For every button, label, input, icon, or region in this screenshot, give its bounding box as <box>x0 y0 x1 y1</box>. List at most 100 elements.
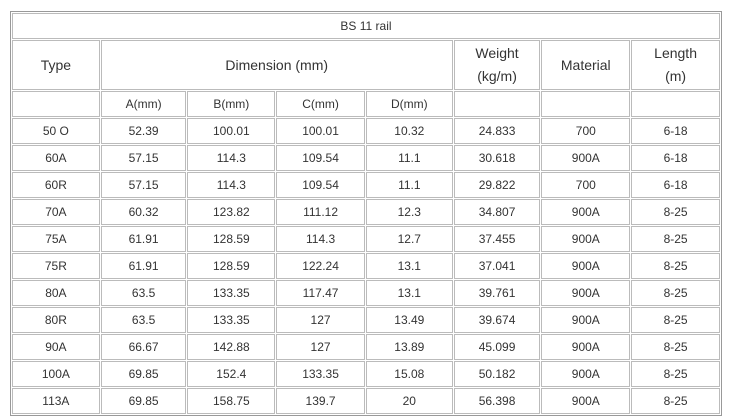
table-cell: 69.85 <box>100 361 187 387</box>
table-cell: 8-25 <box>631 280 720 306</box>
table-row: Type Dimension (mm) Weight (kg/m) Material Le… <box>12 40 720 90</box>
table-cell: 8-25 <box>631 307 720 333</box>
table-row: BS 11 rail <box>12 13 720 39</box>
table-cell: 63.5 <box>100 307 187 333</box>
table-cell: 900A <box>541 199 631 225</box>
table-cell: 158.75 <box>187 388 276 414</box>
table-row: 60R 57.15 114.3 109.54 11.1 29.822 700 6-18 <box>12 172 720 198</box>
header-type: Type <box>12 40 100 90</box>
subheader-cell: D(mm) <box>365 91 453 117</box>
table-cell: 39.674 <box>453 307 541 333</box>
table-body: BS 11 rail Type Dimension (mm) Weight (kg/m)… <box>12 13 720 414</box>
header-material: Material <box>541 40 631 90</box>
table-row: 113A 69.85 158.75 139.7 20 56.398 900A 8-25 <box>12 388 720 414</box>
header-dimension: Dimension (mm) <box>100 40 453 90</box>
table-cell: 13.89 <box>365 334 453 360</box>
header-weight-line: (kg/m) <box>477 68 517 84</box>
table-cell: 12.7 <box>365 226 453 252</box>
table-cell: 66.67 <box>100 334 187 360</box>
table-row: 60A 57.15 114.3 109.54 11.1 30.618 900A 6-18 <box>12 145 720 171</box>
table-cell: 69.85 <box>100 388 187 414</box>
empty-cell <box>12 91 100 117</box>
table-cell: 6-18 <box>631 145 720 171</box>
empty-cell <box>631 91 720 117</box>
table-cell: 127 <box>276 307 365 333</box>
table-cell: 128.59 <box>187 226 276 252</box>
header-length-line: (m) <box>665 68 687 84</box>
subheader-cell: A(mm) <box>100 91 187 117</box>
table-cell: 80A <box>12 280 100 306</box>
table-cell: 10.32 <box>365 118 453 144</box>
table-cell: 50.182 <box>453 361 541 387</box>
table-row: 50 O 52.39 100.01 100.01 10.32 24.833 700 6-18 <box>12 118 720 144</box>
table-cell: 8-25 <box>631 199 720 225</box>
table-cell: 122.24 <box>276 253 365 279</box>
table-cell: 123.82 <box>187 199 276 225</box>
header-length: Length (m) <box>631 40 720 90</box>
table-cell: 29.822 <box>453 172 541 198</box>
table-cell: 90A <box>12 334 100 360</box>
table-cell: 700 <box>541 172 631 198</box>
subheader-cell: C(mm) <box>276 91 365 117</box>
table-cell: 127 <box>276 334 365 360</box>
table-cell: 8-25 <box>631 226 720 252</box>
table-cell: 39.761 <box>453 280 541 306</box>
table-cell: 24.833 <box>453 118 541 144</box>
table-cell: 8-25 <box>631 388 720 414</box>
table-cell: 12.3 <box>365 199 453 225</box>
table-cell: 8-25 <box>631 361 720 387</box>
table-cell: 114.3 <box>187 145 276 171</box>
table-cell: 13.1 <box>365 280 453 306</box>
table-cell: 61.91 <box>100 253 187 279</box>
table-cell: 63.5 <box>100 280 187 306</box>
table-cell: 100.01 <box>187 118 276 144</box>
table-cell: 34.807 <box>453 199 541 225</box>
table-cell: 45.099 <box>453 334 541 360</box>
table-cell: 100.01 <box>276 118 365 144</box>
table-cell: 133.35 <box>187 280 276 306</box>
header-weight: Weight (kg/m) <box>453 40 541 90</box>
table-cell: 111.12 <box>276 199 365 225</box>
table-cell: 8-25 <box>631 334 720 360</box>
table-cell: 50 O <box>12 118 100 144</box>
table-cell: 60.32 <box>100 199 187 225</box>
table-row: 75R 61.91 128.59 122.24 13.1 37.041 900A 8-25 <box>12 253 720 279</box>
empty-cell <box>541 91 631 117</box>
table-cell: 60A <box>12 145 100 171</box>
table-cell: 11.1 <box>365 172 453 198</box>
table-row: 75A 61.91 128.59 114.3 12.7 37.455 900A 8-25 <box>12 226 720 252</box>
subheader-cell: B(mm) <box>187 91 276 117</box>
table-row: 80R 63.5 133.35 127 13.49 39.674 900A 8-25 <box>12 307 720 333</box>
table-cell: 114.3 <box>187 172 276 198</box>
table-cell: 142.88 <box>187 334 276 360</box>
table-row: 100A 69.85 152.4 133.35 15.08 50.182 900A 8-25 <box>12 361 720 387</box>
table-cell: 6-18 <box>631 172 720 198</box>
table-cell: 114.3 <box>276 226 365 252</box>
table-cell: 900A <box>541 280 631 306</box>
table-cell: 8-25 <box>631 253 720 279</box>
table-cell: 15.08 <box>365 361 453 387</box>
table-cell: 52.39 <box>100 118 187 144</box>
table-row: 90A 66.67 142.88 127 13.89 45.099 900A 8-25 <box>12 334 720 360</box>
table-cell: 20 <box>365 388 453 414</box>
table-cell: 70A <box>12 199 100 225</box>
header-weight-line: Weight <box>475 45 519 61</box>
table-cell: 900A <box>541 361 631 387</box>
table-cell: 60R <box>12 172 100 198</box>
table-cell: 128.59 <box>187 253 276 279</box>
table-cell: 75A <box>12 226 100 252</box>
table-cell: 75R <box>12 253 100 279</box>
header-length-line: Length <box>654 45 697 61</box>
table-cell: 113A <box>12 388 100 414</box>
table-row: A(mm) B(mm) C(mm) D(mm) <box>12 91 720 117</box>
table-cell: 900A <box>541 253 631 279</box>
table-row: 70A 60.32 123.82 111.12 12.3 34.807 900A 8-25 <box>12 199 720 225</box>
table-cell: 57.15 <box>100 172 187 198</box>
table-cell: 139.7 <box>276 388 365 414</box>
table-cell: 152.4 <box>187 361 276 387</box>
table-cell: 109.54 <box>276 172 365 198</box>
table-cell: 133.35 <box>276 361 365 387</box>
table-cell: 11.1 <box>365 145 453 171</box>
table-cell: 100A <box>12 361 100 387</box>
